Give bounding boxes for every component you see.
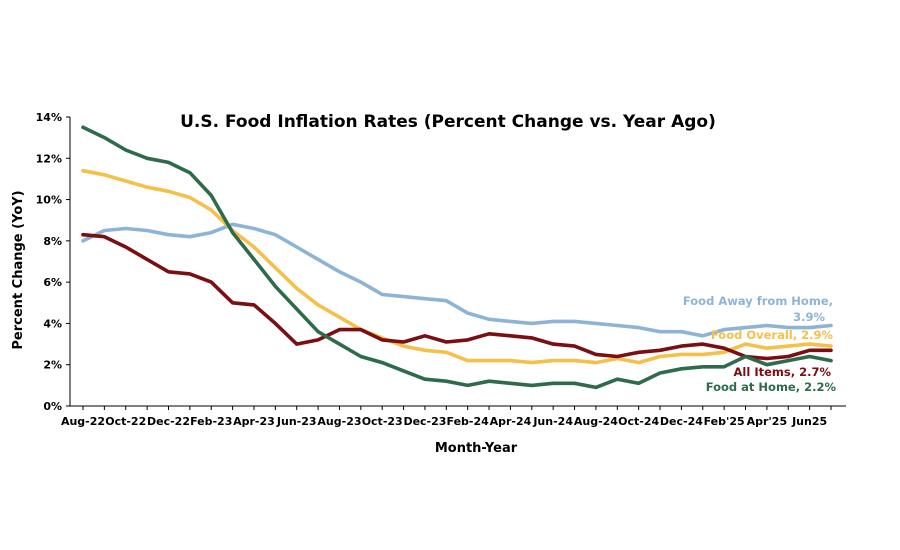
x-tick-label: Jun25: [791, 415, 827, 428]
x-tick-label: Aug-23: [317, 415, 361, 428]
y-axis-title: Percent Change (YoY): [11, 190, 26, 349]
x-tick-label: Feb-23: [190, 415, 232, 428]
series-label-all-items: All Items, 2.7%: [734, 365, 832, 379]
x-tick-label: Oct-24: [618, 415, 659, 428]
x-tick-label: Dec-24: [660, 415, 703, 428]
series-label-food-away-from-home: Food Away from Home,: [683, 294, 833, 308]
y-tick-label: 12%: [36, 152, 62, 165]
x-tick-label: Jun-23: [276, 415, 317, 428]
series-line-all-items: [81, 232, 833, 361]
x-tick-label: Apr-24: [490, 415, 532, 428]
x-tick-label: Oct-22: [105, 415, 146, 428]
series-lines: [81, 125, 833, 390]
series-label-value: 3.9%: [793, 310, 825, 324]
series-label-food-at-home: Food at Home, 2.2%: [706, 380, 837, 394]
series-line-food-overall: [81, 168, 833, 365]
series-labels: Food Away from Home, 3.9% Food Overall, 2.…: [683, 294, 837, 394]
series-label-food-overall: Food Overall, 2.9%: [711, 328, 834, 342]
x-tick-label: Oct-23: [362, 415, 403, 428]
y-tick-label: 0%: [43, 400, 62, 413]
x-tick-label: Dec-22: [147, 415, 190, 428]
x-tick-label: Feb'25: [704, 415, 745, 428]
series-line-food-away-from-home: [81, 222, 833, 338]
series-line-food-at-home: [81, 125, 833, 390]
x-tick-label: Feb-24: [447, 415, 490, 428]
x-tick-label: Aug-22: [61, 415, 105, 428]
y-tick-label: 8%: [43, 235, 62, 248]
y-axis-ticks: 0% 2% 4% 6% 8% 10% 12% 14%: [36, 111, 70, 413]
x-tick-label: Aug-24: [574, 415, 618, 428]
x-tick-label: Jun-24: [532, 415, 573, 428]
x-axis-title: Month-Year: [435, 441, 518, 456]
y-tick-label: 10%: [36, 194, 62, 207]
y-tick-label: 6%: [43, 276, 62, 289]
x-tick-label: Dec-23: [403, 415, 446, 428]
chart-title: U.S. Food Inflation Rates (Percent Chang…: [180, 112, 716, 132]
y-tick-label: 2%: [43, 359, 62, 372]
y-tick-label: 4%: [43, 317, 62, 330]
y-tick-label: 14%: [36, 111, 62, 124]
x-axis-ticks: Aug-22 Oct-22 Dec-22 Feb-23 Apr-23 Jun-23 Aug-…: [61, 406, 832, 428]
x-tick-label: Apr'25: [747, 415, 788, 428]
x-tick-label: Apr-23: [233, 415, 275, 428]
